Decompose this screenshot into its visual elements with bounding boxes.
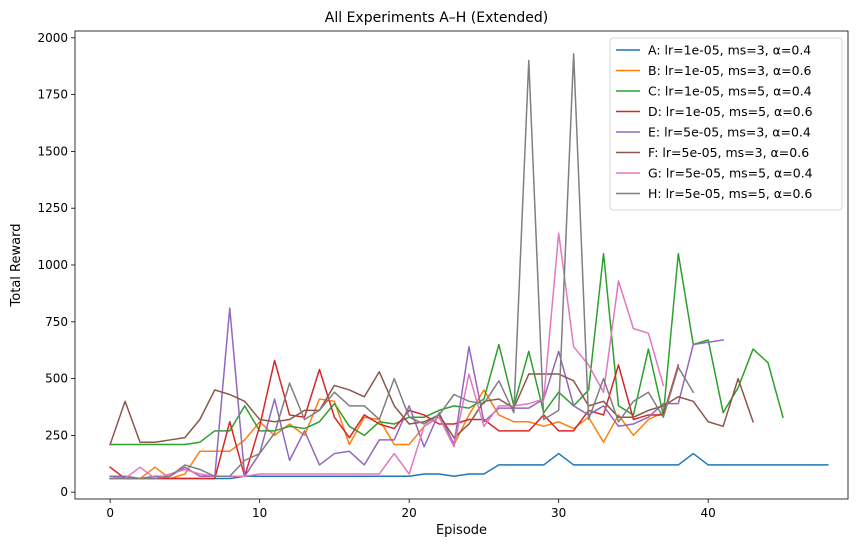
legend: A: lr=1e-05, ms=3, α=0.4 B: lr=1e-05, ms=…: [609, 37, 843, 211]
legend-label-0: A: lr=1e-05, ms=3, α=0.4: [648, 43, 811, 58]
y-axis-label: Total Reward: [9, 224, 24, 308]
series-line-3: [109, 359, 680, 480]
chart-title: All Experiments A–H (Extended): [325, 10, 548, 26]
y-tick-label-6: 1500: [37, 144, 68, 158]
y-tick-label-4: 1000: [37, 258, 68, 272]
y-axis-ticks: 0 250 500 750 1000 1250 1500 1750 2000: [37, 31, 75, 499]
y-tick-label-3: 750: [45, 315, 68, 329]
x-tick-label-1: 10: [252, 506, 267, 520]
legend-label-5: F: lr=5e-05, ms=3, α=0.6: [648, 145, 809, 160]
legend-label-3: D: lr=1e-05, ms=5, α=0.6: [648, 104, 813, 119]
x-tick-label-3: 30: [551, 506, 566, 520]
series-line-2: [109, 252, 784, 446]
series-line-6: [109, 232, 665, 480]
x-axis-ticks: 0 10 20 30 40: [106, 499, 716, 520]
legend-label-6: G: lr=5e-05, ms=5, α=0.4: [648, 166, 813, 181]
series-line-5: [109, 371, 755, 446]
series-line-0: [109, 452, 829, 480]
legend-label-4: E: lr=5e-05, ms=3, α=0.4: [648, 125, 811, 140]
y-tick-label-8: 2000: [37, 31, 68, 45]
y-tick-label-0: 0: [60, 485, 68, 499]
legend-label-1: B: lr=1e-05, ms=3, α=0.6: [648, 63, 812, 78]
legend-label-2: C: lr=1e-05, ms=5, α=0.4: [648, 84, 812, 99]
legend-label-7: H: lr=5e-05, ms=5, α=0.6: [648, 186, 812, 201]
x-tick-label-2: 20: [402, 506, 417, 520]
legend-box: [609, 37, 843, 211]
x-tick-label-0: 0: [106, 506, 114, 520]
series-line-7: [109, 52, 695, 480]
y-tick-label-1: 250: [45, 428, 68, 442]
x-axis-label: Episode: [436, 523, 487, 538]
series-lines: [109, 52, 829, 480]
y-tick-label-5: 1250: [37, 201, 68, 215]
y-tick-label-7: 1750: [37, 88, 68, 102]
x-tick-label-4: 40: [701, 506, 716, 520]
series-line-1: [109, 389, 665, 480]
y-tick-label-2: 500: [45, 372, 68, 386]
